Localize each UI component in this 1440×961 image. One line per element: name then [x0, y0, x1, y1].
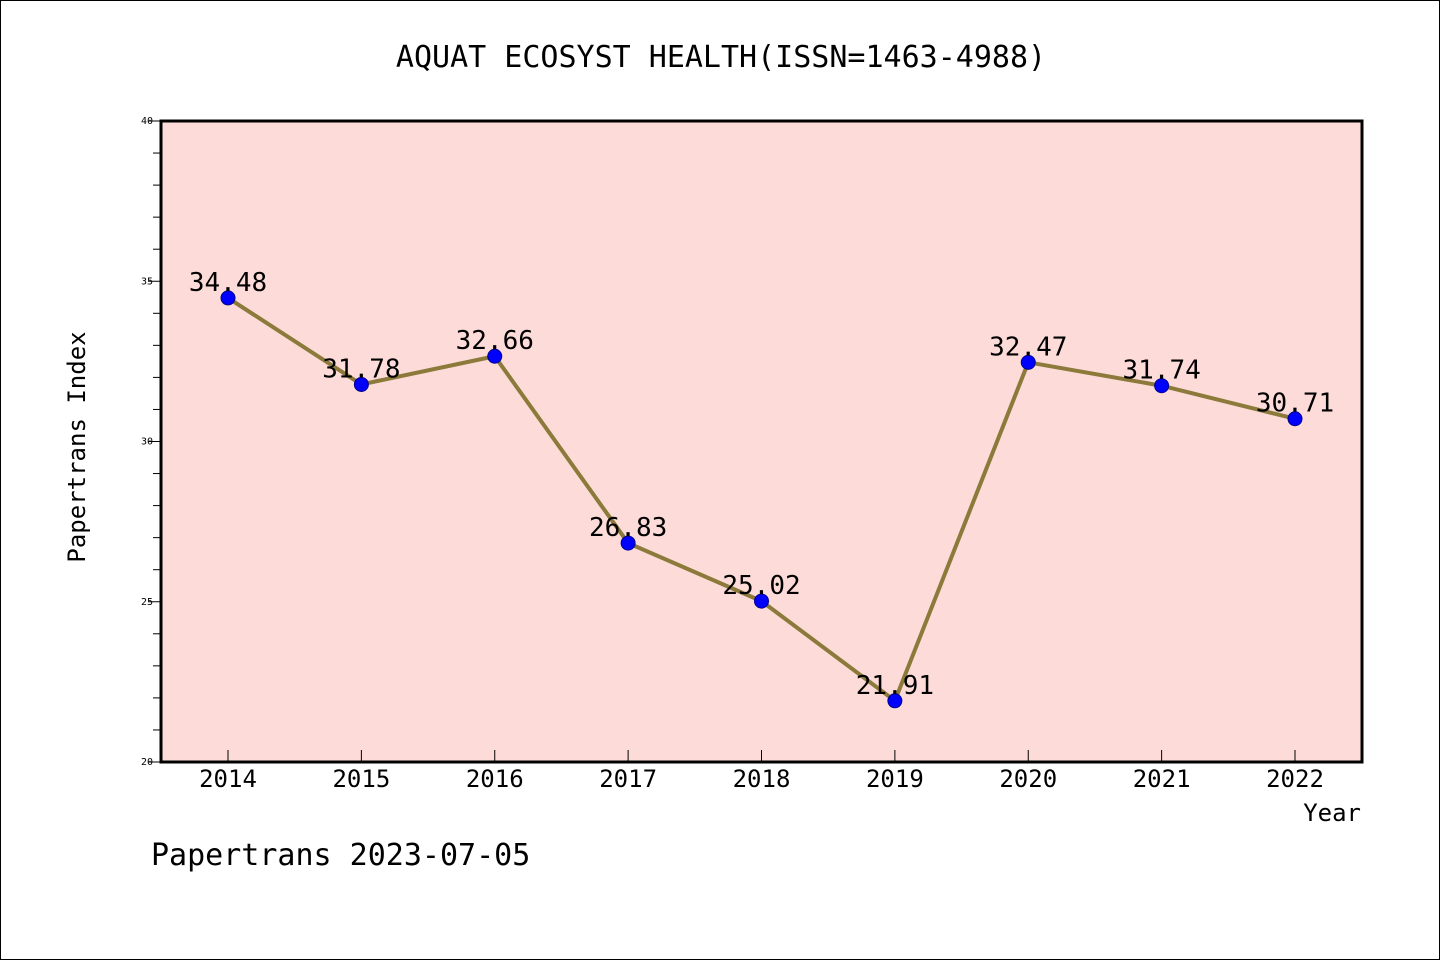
- data-label-2022: 30.71: [1256, 389, 1334, 419]
- y-axis: 20 25 30 35 40: [141, 116, 161, 768]
- y-tick-label: 20: [141, 757, 153, 768]
- y-tick-label: 30: [141, 437, 153, 448]
- data-label-2021: 31.74: [1122, 356, 1200, 386]
- data-point-2018: [754, 593, 769, 609]
- y-axis-label: Papertrans Index: [63, 331, 91, 562]
- chart-title: AQUAT ECOSYST HEALTH(ISSN=1463-4988): [396, 40, 1046, 75]
- x-tick-label: 2014: [199, 765, 257, 793]
- x-tick-label: 2019: [866, 765, 924, 793]
- data-label-2020: 32.47: [989, 332, 1067, 362]
- data-point-2019: [887, 693, 903, 709]
- y-tick-label: 35: [141, 276, 153, 287]
- plot-area: [161, 121, 1362, 762]
- x-tick-label: 2020: [999, 765, 1057, 793]
- x-tick-label: 2016: [466, 765, 524, 793]
- x-axis: 2014 2015 2016 2017 2018 2019 2020 2021 2022: [199, 750, 1324, 793]
- data-point-2014: [220, 290, 236, 306]
- x-tick-label: 2015: [332, 765, 390, 793]
- y-tick-label: 25: [141, 597, 153, 608]
- x-axis-label: Year: [1303, 799, 1361, 827]
- data-label-2019: 21.91: [856, 671, 934, 701]
- data-labels: 34.48 31.78 32.66 26.83 25.02 21.91 32.47 31.74…: [189, 268, 1334, 701]
- data-label-2016: 32.66: [456, 326, 534, 356]
- x-tick-label: 2017: [599, 765, 657, 793]
- plot-border: [159, 119, 1364, 764]
- x-tick-label: 2022: [1266, 765, 1324, 793]
- y-tick-label: 40: [141, 116, 153, 127]
- data-label-2018: 25.02: [722, 571, 800, 601]
- data-point-2020: [1020, 354, 1036, 370]
- data-label-2015: 31.78: [322, 354, 400, 384]
- data-point-2016: [487, 348, 503, 364]
- x-tick-label: 2018: [733, 765, 791, 793]
- data-point-2021: [1154, 378, 1170, 394]
- data-point-2017: [620, 535, 636, 551]
- data-point-2022: [1287, 411, 1303, 427]
- data-label-2017: 26.83: [589, 513, 667, 543]
- footer-text: Papertrans 2023-07-05: [151, 838, 530, 873]
- x-tick-label: 2021: [1133, 765, 1191, 793]
- data-point-2015: [353, 376, 369, 392]
- data-label-2014: 34.48: [189, 268, 267, 298]
- data-points: [220, 290, 1303, 709]
